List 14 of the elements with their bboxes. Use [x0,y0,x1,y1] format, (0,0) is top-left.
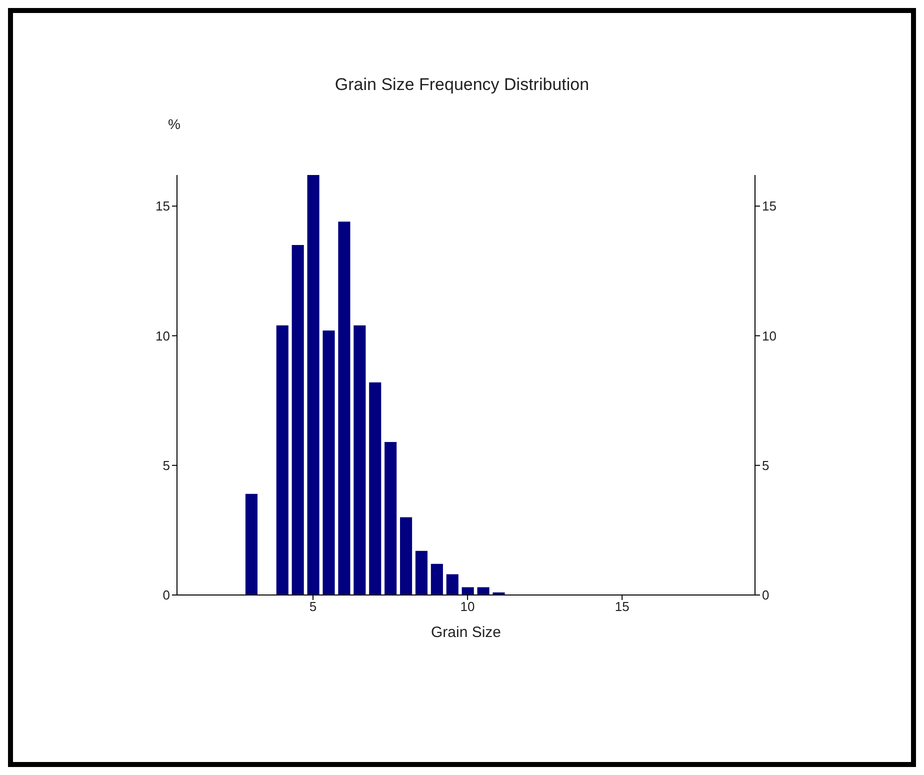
x-tick-label: 10 [460,599,475,614]
y2-tick-label: 0 [762,588,770,603]
y-axis-title: % [168,116,180,132]
x-tick-label: 5 [309,599,317,614]
x-axis-title: Grain Size [430,624,502,641]
y2-tick-label: 15 [762,198,776,214]
y2-tick-label: 10 [762,328,776,344]
x-tick-label: 15 [614,599,630,614]
y-tick-label: 5 [162,458,170,473]
y-tick-label: 15 [156,198,170,214]
y-tick-label: 10 [156,328,170,344]
y2-tick-label: 5 [762,458,770,473]
chart-title: Grain Size Frequency Distribution [334,75,590,95]
y-tick-label: 0 [162,588,170,603]
